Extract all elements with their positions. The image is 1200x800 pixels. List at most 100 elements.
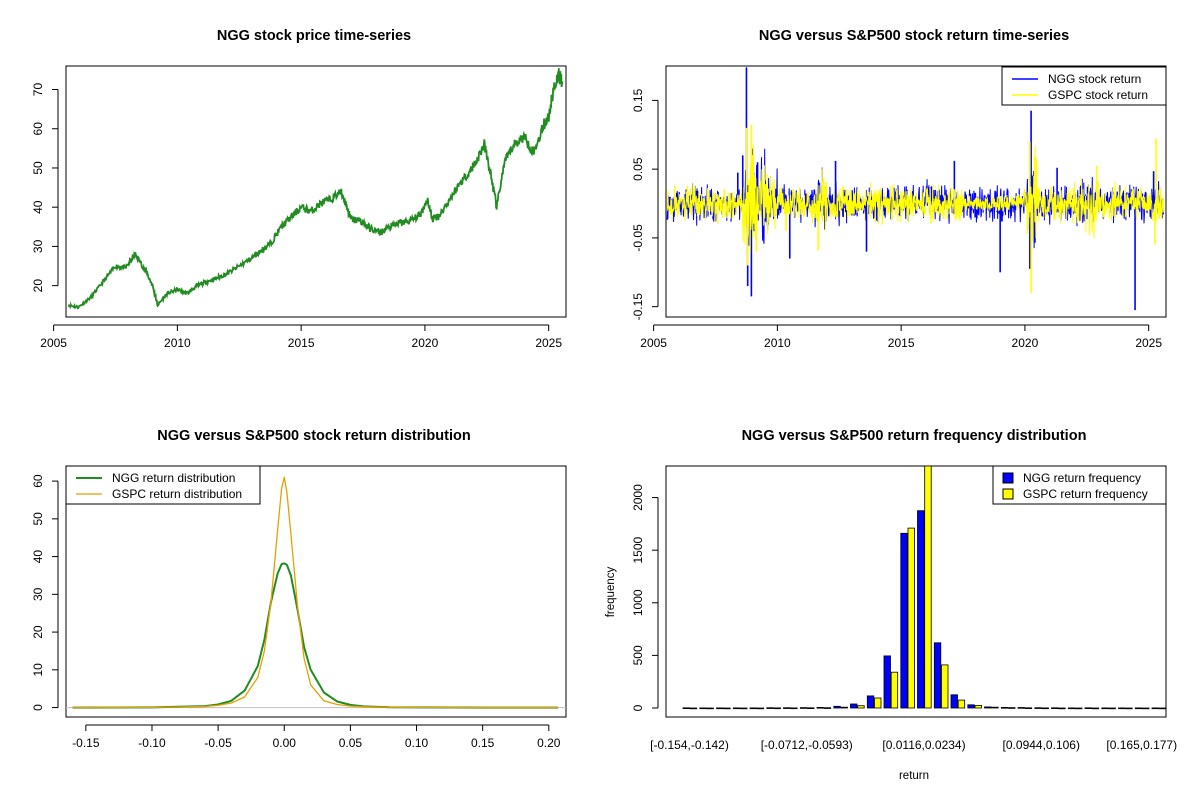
ngg-frequency-bar	[850, 703, 858, 709]
gspc-frequency-bar	[941, 664, 949, 709]
y-tick-label: 50	[31, 161, 45, 175]
series-gspc-density-line	[72, 476, 559, 709]
x-tick-label: 2025	[1135, 336, 1162, 350]
y-tick-label: -0.15	[631, 293, 645, 321]
gspc-frequency-bar	[890, 671, 899, 709]
plot-frame	[65, 465, 567, 718]
plot-frame	[665, 465, 1167, 718]
ngg-frequency-bar	[967, 704, 975, 709]
ngg-frequency-bar	[1134, 707, 1143, 710]
ngg-frequency-bar	[1067, 707, 1076, 710]
ngg-frequency-bar	[699, 707, 707, 710]
y-tick-label: 0	[631, 704, 645, 711]
y-tick-label: -0.05	[631, 224, 645, 252]
ngg-frequency-bar	[950, 694, 958, 709]
ngg-frequency-bar	[1017, 707, 1025, 709]
gspc-frequency-bar	[957, 699, 966, 709]
x-tick-label: 2010	[764, 336, 791, 350]
x-axis: 2005 2010 2015 2020 2025	[640, 324, 1162, 350]
ngg-frequency-bar	[1000, 707, 1009, 709]
x-category-label: [-0.154,-0.142)	[650, 738, 729, 752]
chart-title: NGG versus S&P500 stock return time-seri…	[759, 28, 1069, 44]
y-tick-label: 0	[31, 704, 45, 711]
gspc-frequency-bar	[974, 705, 982, 709]
ngg-frequency-bar	[1051, 707, 1059, 709]
ngg-frequency-bar	[816, 707, 824, 709]
legend-box	[65, 465, 261, 505]
x-tick-label: 2010	[164, 336, 191, 350]
gspc-frequency-bar	[773, 707, 781, 710]
plot-frame	[65, 65, 567, 318]
ngg-frequency-bar	[1118, 707, 1126, 710]
x-category-label: [0.0944,0.106)	[1003, 738, 1080, 752]
x-tick-label: 0.05	[339, 736, 363, 750]
x-axis-title: return	[899, 770, 929, 782]
legend-label: NGG stock return	[1048, 72, 1141, 86]
gspc-frequency-bar	[857, 705, 865, 709]
x-tick-label: -0.15	[72, 736, 100, 750]
ngg-frequency-bar	[1151, 707, 1159, 710]
legend-box	[1001, 66, 1167, 106]
x-tick-label: 2015	[288, 336, 315, 350]
ngg-frequency-bar	[900, 532, 908, 709]
ngg-frequency-bar	[1034, 707, 1042, 709]
chart-title: NGG versus S&P500 stock return distribut…	[157, 428, 470, 444]
x-tick-label: 2025	[535, 336, 562, 350]
y-tick-label: 40	[31, 550, 45, 564]
gspc-frequency-bar	[1158, 707, 1166, 710]
gspc-frequency-bar	[924, 466, 932, 709]
gspc-frequency-bar	[1008, 707, 1016, 709]
x-tick-label: -0.10	[138, 736, 166, 750]
legend: NGG stock return GSPC stock return	[1001, 66, 1167, 106]
series-gspc-return-line	[666, 144, 1164, 254]
ngg-frequency-bar	[883, 655, 891, 709]
chart-title: NGG stock price time-series	[217, 28, 411, 44]
x-tick-label: 0.00	[273, 736, 297, 750]
legend-swatch	[1002, 488, 1014, 500]
y-tick-label: 500	[631, 645, 645, 665]
x-axis: -0.15 -0.10 -0.05 0.00 0.05 0.10 0.15 0.20	[72, 724, 561, 750]
y-tick-label: 40	[31, 200, 45, 214]
x-tick-label: 0.15	[471, 736, 495, 750]
legend-label: GSPC return frequency	[1023, 487, 1148, 501]
return-frequency-chart: NGG versus S&P500 return frequency distr…	[605, 428, 1177, 782]
y-axis: 0 500 1000 1500 2000	[631, 484, 659, 711]
legend-label: GSPC stock return	[1048, 88, 1148, 102]
gspc-frequency-bar	[1075, 707, 1083, 710]
x-category-label: [-0.0712,-0.0593)	[761, 738, 853, 752]
x-tick-label: -0.05	[204, 736, 232, 750]
y-tick-label: 1000	[631, 589, 645, 616]
x-tick-label: 2015	[888, 336, 915, 350]
gspc-frequency-bar	[1125, 707, 1133, 710]
gspc-frequency-bar	[874, 697, 882, 709]
x-tick-label: 2020	[412, 336, 439, 350]
gspc-frequency-bar	[1041, 707, 1049, 710]
y-axis: 20 30 40 50 60 70	[31, 83, 59, 292]
legend-label: NGG return frequency	[1023, 471, 1141, 485]
y-tick-label: 50	[31, 512, 45, 526]
x-tick-label: 2005	[640, 336, 667, 350]
gspc-frequency-bar	[991, 706, 999, 709]
gspc-frequency-bar	[723, 707, 731, 710]
y-tick-label: 20	[31, 625, 45, 639]
bars	[682, 466, 1166, 710]
y-tick-label: 30	[31, 239, 45, 253]
gspc-frequency-bar	[1058, 707, 1066, 710]
gspc-frequency-bar	[1024, 707, 1033, 709]
gspc-frequency-bar	[740, 707, 748, 710]
ngg-frequency-bar	[933, 642, 942, 709]
y-tick-label: 10	[31, 663, 45, 677]
plot-frame	[665, 65, 1167, 318]
return-timeseries-chart: NGG versus S&P500 stock return time-seri…	[631, 28, 1167, 350]
gspc-frequency-bar	[823, 707, 832, 709]
legend-box	[992, 465, 1167, 505]
gspc-frequency-bar	[790, 707, 798, 710]
ngg-frequency-bar	[732, 707, 741, 710]
ngg-frequency-bar	[1101, 707, 1109, 710]
legend-label: NGG return distribution	[112, 471, 235, 485]
y-tick-label: 0.15	[631, 88, 645, 112]
y-axis-title: frequency	[605, 567, 617, 618]
gspc-frequency-bar	[807, 707, 815, 709]
